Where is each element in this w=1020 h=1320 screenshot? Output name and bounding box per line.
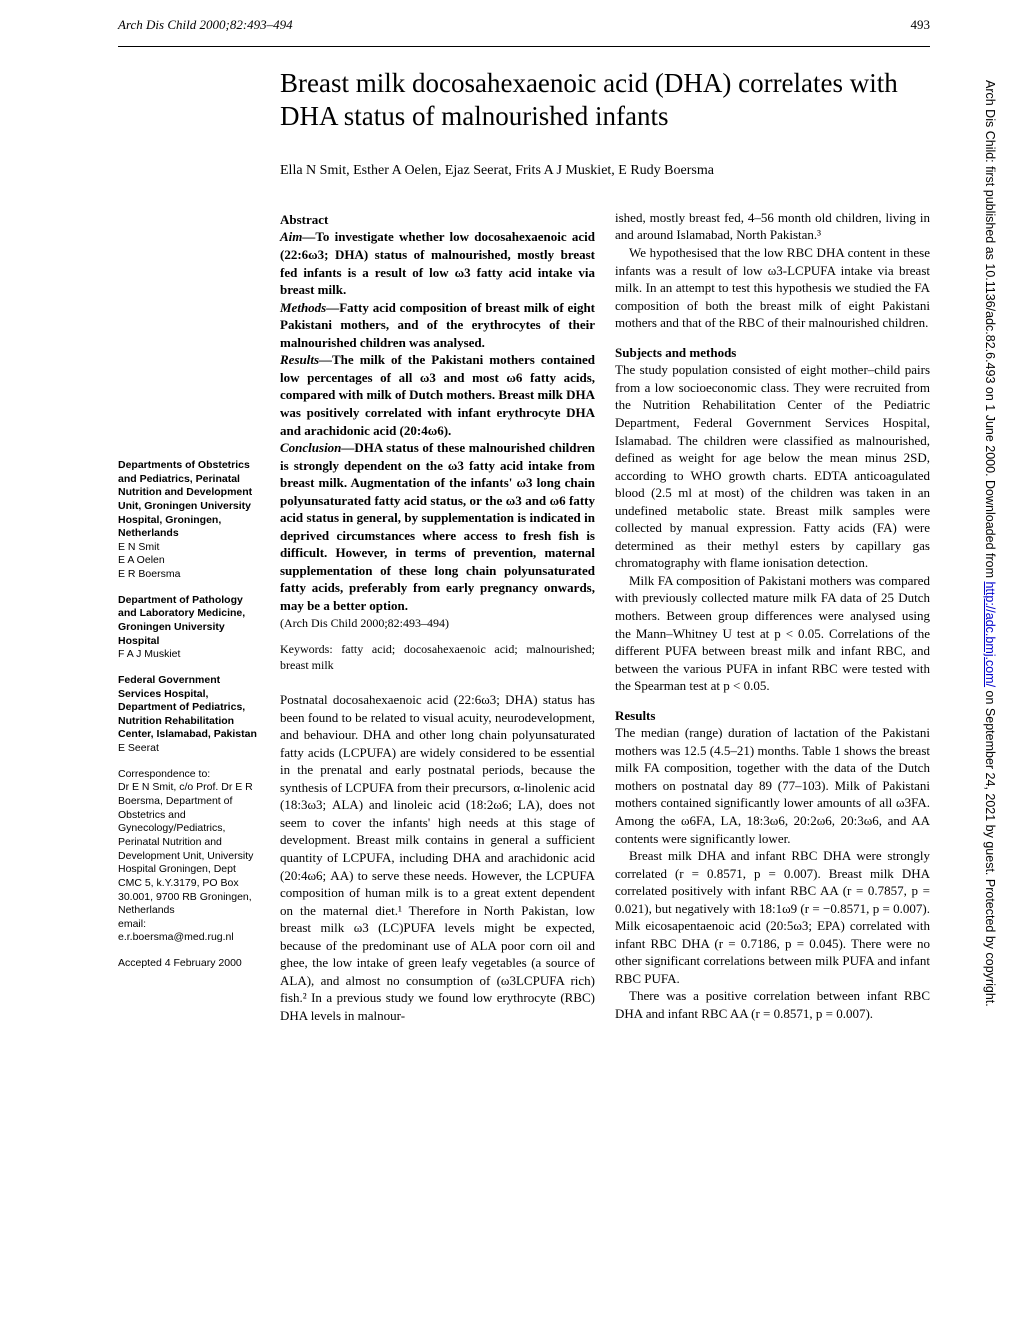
affiliation-1-title: Departments of Obstetrics and Pediatrics… bbox=[118, 459, 262, 541]
methods-paragraph-2: Milk FA composition of Pakistani mothers… bbox=[615, 572, 930, 695]
abstract-aim-text: To investigate whether low docosahexaeno… bbox=[280, 229, 595, 297]
correspondence-label: Correspondence to: bbox=[118, 768, 262, 782]
article-title: Breast milk docosahexaenoic acid (DHA) c… bbox=[280, 67, 930, 135]
abstract-aim-label: Aim— bbox=[280, 229, 315, 244]
results-heading: Results bbox=[615, 707, 930, 725]
intro-paragraph-2: ished, mostly breast fed, 4–56 month old… bbox=[615, 209, 930, 244]
affiliations-sidebar: Departments of Obstetrics and Pediatrics… bbox=[118, 209, 262, 1025]
accepted-date: Accepted 4 February 2000 bbox=[118, 957, 262, 971]
abstract-methods-label: Methods— bbox=[280, 300, 339, 315]
affiliation-3-people: E Seerat bbox=[118, 742, 262, 756]
watermark-suffix: on September 24, 2021 by guest. Protecte… bbox=[983, 687, 997, 1007]
correspondence-email: e.r.boersma@med.rug.nl bbox=[118, 931, 262, 945]
abstract-conclusion-label: Conclusion— bbox=[280, 440, 354, 455]
abstract-results-label: Results— bbox=[280, 352, 332, 367]
article-body: Abstract Aim—To investigate whether low … bbox=[280, 209, 930, 1025]
results-paragraph-3: There was a positive correlation between… bbox=[615, 987, 930, 1022]
affiliation-1-people: E N Smit E A Oelen E R Boersma bbox=[118, 541, 262, 582]
journal-reference: Arch Dis Child 2000;82:493–494 bbox=[118, 16, 293, 34]
watermark-prefix: Arch Dis Child: first published as 10.11… bbox=[983, 80, 997, 581]
copyright-watermark: Arch Dis Child: first published as 10.11… bbox=[976, 80, 1002, 1260]
intro-paragraph-1: Postnatal docosahexaenoic acid (22:6ω3; … bbox=[280, 691, 595, 1024]
methods-heading: Subjects and methods bbox=[615, 344, 930, 362]
abstract-citation: (Arch Dis Child 2000;82:493–494) bbox=[280, 615, 595, 631]
page-number: 493 bbox=[911, 16, 931, 34]
affiliation-2-title: Department of Pathology and Laboratory M… bbox=[118, 594, 262, 649]
watermark-link[interactable]: http://adc.bmj.com/ bbox=[983, 581, 997, 687]
intro-paragraph-3: We hypothesised that the low RBC DHA con… bbox=[615, 244, 930, 332]
results-paragraph-1: The median (range) duration of lactation… bbox=[615, 724, 930, 847]
author-list: Ella N Smit, Esther A Oelen, Ejaz Seerat… bbox=[280, 162, 930, 181]
email-label: email: bbox=[118, 918, 262, 932]
abstract-heading: Abstract bbox=[280, 211, 595, 229]
results-paragraph-2: Breast milk DHA and infant RBC DHA were … bbox=[615, 847, 930, 987]
methods-paragraph-1: The study population consisted of eight … bbox=[615, 361, 930, 572]
affiliation-2-people: F A J Muskiet bbox=[118, 648, 262, 662]
header-rule bbox=[118, 46, 930, 47]
affiliation-3-title: Federal Government Services Hospital, De… bbox=[118, 674, 262, 742]
keywords: Keywords: fatty acid; docosahexaenoic ac… bbox=[280, 641, 595, 673]
abstract-conclusion-text: DHA status of these malnourished childre… bbox=[280, 440, 595, 613]
correspondence-text: Dr E N Smit, c/o Prof. Dr E R Boersma, D… bbox=[118, 781, 262, 917]
